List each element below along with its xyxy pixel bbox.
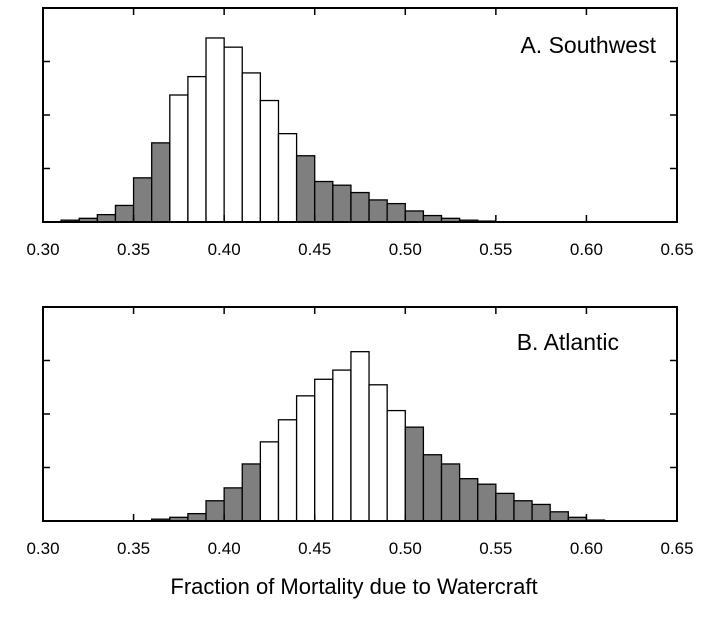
x-tick-label: 0.45 [298, 240, 331, 259]
histogram-bar [169, 94, 189, 223]
x-tick-label: 0.35 [117, 539, 150, 558]
histogram-bar [132, 177, 153, 223]
histogram-bar [368, 199, 388, 223]
histogram-bar [386, 409, 406, 522]
histogram-bar [295, 155, 316, 223]
histogram-bar [513, 500, 533, 522]
histogram-bar [295, 395, 316, 522]
histogram-bar [350, 191, 370, 223]
histogram-bar [422, 454, 443, 522]
x-tick-label: 0.30 [26, 539, 59, 558]
x-tick-label: 0.65 [660, 240, 693, 259]
x-tick-label: 0.55 [479, 539, 512, 558]
x-tick-label: 0.30 [26, 240, 59, 259]
histogram-bar [259, 99, 280, 223]
x-tick-label: 0.50 [389, 539, 422, 558]
histogram-bar [350, 351, 370, 522]
histogram-bar [223, 487, 243, 522]
x-tick-label: 0.50 [389, 240, 422, 259]
x-tick-label: 0.40 [208, 539, 241, 558]
histogram-bar [277, 419, 298, 522]
histogram-bar [386, 202, 406, 223]
histogram-bar [368, 384, 388, 522]
panel-title: B. Atlantic [517, 329, 619, 355]
histogram-bar [96, 213, 117, 223]
histogram-bar [241, 72, 262, 223]
histogram-bar [314, 180, 334, 223]
histogram-bar [404, 426, 425, 522]
histogram-bar [223, 46, 243, 223]
x-tick-label: 0.55 [479, 240, 512, 259]
histogram-bar [495, 492, 515, 522]
histogram-bar [531, 503, 551, 522]
histogram-bar [314, 378, 334, 522]
panel-title: A. Southwest [520, 32, 656, 58]
histogram-bar [404, 210, 425, 223]
histogram-bar [332, 369, 352, 522]
x-tick-label: 0.60 [570, 539, 603, 558]
histogram-bar [477, 483, 497, 522]
histogram-bar [205, 500, 225, 522]
histogram-bar [187, 512, 207, 522]
histogram-bar [241, 463, 262, 522]
histogram-bar [440, 463, 461, 522]
x-axis-label: Fraction of Mortality due to Watercraft [170, 574, 537, 599]
panel-atlantic: 0.30 0.35 0.40 0.45 0.50 0.55 0.60 0.65 B. Atlan… [26, 306, 694, 558]
histogram-bar [458, 478, 479, 522]
x-tick-label: 0.35 [117, 240, 150, 259]
panel-southwest: 0.30 0.35 0.40 0.45 0.50 0.55 0.60 0.65 A. South… [26, 7, 694, 259]
x-tick-label: 0.60 [570, 240, 603, 259]
histogram-bar [549, 511, 569, 522]
x-tick-label: 0.45 [298, 539, 331, 558]
histogram-bar [114, 204, 135, 223]
histogram-bar [259, 441, 280, 522]
histogram-bar [151, 142, 171, 223]
x-tick-label: 0.40 [208, 240, 241, 259]
histogram-bar [277, 133, 298, 223]
histogram-bar [332, 184, 352, 223]
histogram-bar [187, 75, 207, 223]
histogram-bar [205, 37, 225, 223]
x-tick-label: 0.65 [660, 539, 693, 558]
